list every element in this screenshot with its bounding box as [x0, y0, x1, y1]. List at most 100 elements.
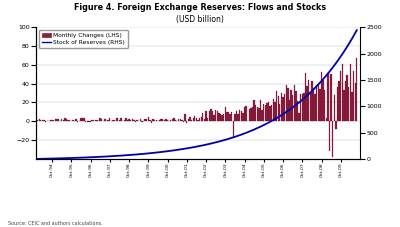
- Bar: [340, 71, 342, 121]
- Bar: [242, 113, 244, 121]
- Bar: [109, 118, 110, 121]
- Bar: [252, 107, 253, 121]
- Bar: [282, 97, 284, 121]
- Bar: [241, 111, 242, 121]
- Bar: [84, 118, 85, 121]
- Bar: [346, 75, 348, 121]
- Bar: [66, 119, 67, 121]
- Bar: [287, 88, 288, 121]
- Bar: [329, 121, 330, 151]
- Bar: [189, 117, 191, 121]
- Bar: [181, 120, 183, 121]
- Bar: [205, 111, 207, 121]
- Bar: [191, 120, 192, 121]
- Bar: [114, 120, 115, 121]
- Bar: [133, 120, 134, 121]
- Bar: [353, 71, 354, 121]
- Bar: [286, 85, 287, 121]
- Bar: [276, 91, 277, 121]
- Bar: [234, 114, 236, 121]
- Bar: [210, 109, 212, 121]
- Bar: [167, 120, 168, 121]
- Bar: [314, 94, 316, 121]
- Bar: [313, 88, 314, 121]
- Bar: [305, 73, 306, 121]
- Bar: [254, 100, 255, 121]
- Bar: [262, 111, 263, 121]
- Text: Source: CEIC and authors calculations.: Source: CEIC and authors calculations.: [8, 221, 103, 226]
- Bar: [265, 105, 266, 121]
- Bar: [127, 120, 128, 121]
- Bar: [208, 111, 210, 121]
- Bar: [218, 113, 220, 121]
- Bar: [250, 108, 252, 121]
- Bar: [87, 121, 88, 122]
- Bar: [152, 119, 154, 121]
- Bar: [244, 107, 245, 121]
- Bar: [306, 86, 308, 121]
- Bar: [37, 120, 38, 121]
- Bar: [281, 93, 282, 121]
- Bar: [64, 118, 66, 121]
- Bar: [159, 120, 160, 121]
- Bar: [172, 119, 173, 121]
- Bar: [149, 120, 150, 121]
- Bar: [76, 119, 77, 121]
- Bar: [180, 119, 181, 121]
- Bar: [108, 120, 109, 121]
- Bar: [350, 64, 351, 121]
- Bar: [136, 120, 138, 121]
- Bar: [238, 114, 239, 121]
- Bar: [120, 118, 122, 121]
- Bar: [192, 118, 194, 121]
- Bar: [284, 94, 285, 121]
- Bar: [351, 92, 353, 121]
- Bar: [69, 120, 70, 121]
- Bar: [124, 120, 125, 121]
- Text: (USD billion): (USD billion): [176, 15, 224, 24]
- Bar: [130, 120, 131, 121]
- Bar: [297, 101, 298, 121]
- Bar: [342, 64, 343, 121]
- Bar: [51, 120, 53, 121]
- Bar: [266, 103, 268, 121]
- Bar: [92, 120, 93, 121]
- Bar: [53, 120, 54, 121]
- Bar: [104, 118, 106, 121]
- Bar: [144, 118, 146, 121]
- Bar: [100, 118, 101, 121]
- Bar: [274, 102, 276, 121]
- Bar: [224, 107, 226, 121]
- Bar: [40, 120, 42, 121]
- Bar: [43, 120, 45, 121]
- Bar: [255, 105, 256, 121]
- Bar: [215, 110, 216, 121]
- Bar: [279, 104, 280, 121]
- Bar: [318, 83, 319, 121]
- Bar: [146, 119, 147, 121]
- Bar: [271, 105, 272, 121]
- Bar: [54, 119, 56, 121]
- Bar: [101, 119, 102, 121]
- Bar: [175, 120, 176, 121]
- Bar: [327, 73, 329, 121]
- Bar: [62, 120, 64, 121]
- Bar: [249, 109, 250, 121]
- Bar: [199, 118, 200, 121]
- Bar: [50, 120, 51, 121]
- Bar: [58, 119, 59, 121]
- Bar: [90, 121, 91, 122]
- Bar: [38, 119, 40, 121]
- Bar: [316, 85, 317, 121]
- Bar: [292, 95, 293, 121]
- Bar: [290, 90, 292, 121]
- Bar: [308, 80, 309, 121]
- Bar: [184, 114, 186, 121]
- Bar: [310, 92, 311, 121]
- Bar: [200, 116, 202, 121]
- Bar: [156, 120, 157, 121]
- Bar: [335, 121, 337, 129]
- Bar: [194, 116, 196, 121]
- Bar: [67, 120, 69, 121]
- Bar: [330, 74, 332, 121]
